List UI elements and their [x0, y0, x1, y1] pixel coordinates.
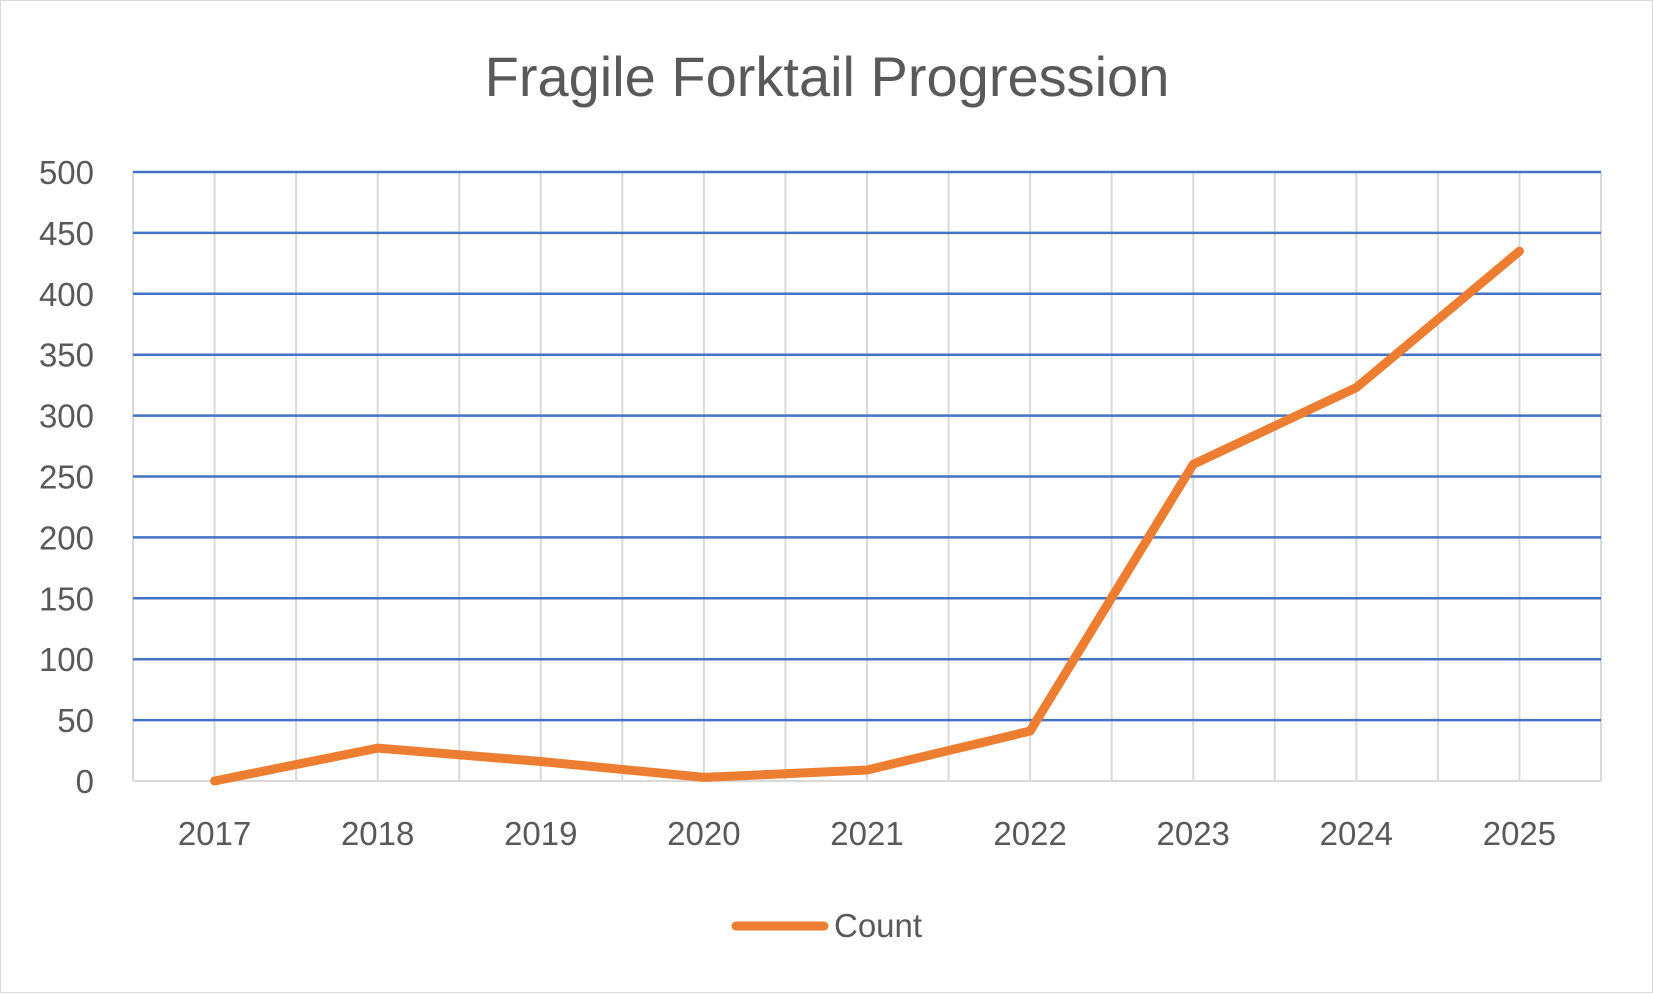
y-tick-label-200: 200 [39, 519, 94, 556]
y-tick-label-250: 250 [39, 459, 94, 496]
y-tick-label-500: 500 [39, 154, 94, 191]
y-tick-label-0: 0 [76, 763, 94, 800]
x-tick-label-2024: 2024 [1320, 815, 1393, 852]
x-tick-label-2022: 2022 [993, 815, 1066, 852]
x-axis-tick-labels: 2017 2018 2019 2020 2021 2022 2023 2024 2025 [178, 815, 1556, 852]
x-tick-label-2018: 2018 [341, 815, 414, 852]
y-tick-label-400: 400 [39, 276, 94, 313]
x-tick-label-2025: 2025 [1483, 815, 1556, 852]
y-axis-tick-labels: 0 50 100 150 200 250 300 350 400 450 500 [39, 154, 94, 800]
y-tick-label-350: 350 [39, 337, 94, 374]
legend: Count [736, 907, 922, 944]
y-tick-label-450: 450 [39, 215, 94, 252]
y-tick-label-150: 150 [39, 580, 94, 617]
y-tick-label-50: 50 [57, 702, 94, 739]
x-tick-label-2019: 2019 [504, 815, 577, 852]
x-tick-label-2017: 2017 [178, 815, 251, 852]
x-tick-label-2021: 2021 [830, 815, 903, 852]
chart-title: Fragile Forktail Progression [485, 45, 1170, 108]
y-tick-label-300: 300 [39, 398, 94, 435]
x-tick-label-2023: 2023 [1157, 815, 1230, 852]
legend-label-count: Count [834, 907, 922, 944]
y-tick-label-100: 100 [39, 641, 94, 678]
x-tick-label-2020: 2020 [667, 815, 740, 852]
